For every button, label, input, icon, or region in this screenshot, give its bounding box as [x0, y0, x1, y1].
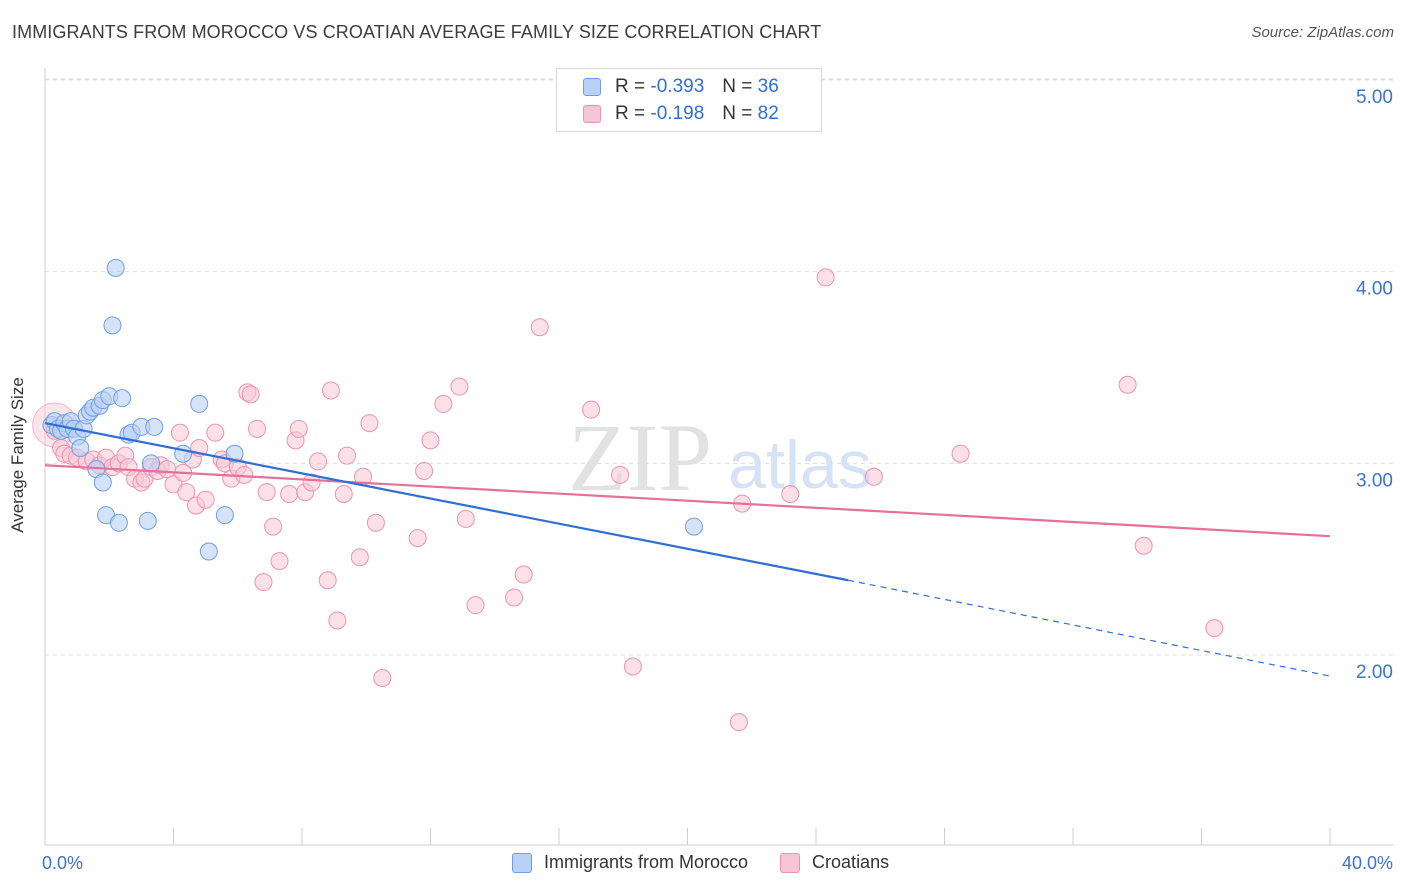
data-point-croatians — [421, 431, 440, 450]
data-point-croatians — [729, 713, 748, 732]
data-point-morocco — [145, 417, 164, 436]
data-point-croatians — [280, 485, 299, 503]
trend-lines — [44, 422, 1331, 677]
x-tick-label-max: 40.0% — [1342, 853, 1393, 873]
y-tick-label: 3.00 — [1356, 470, 1393, 491]
n-label: N = — [722, 76, 753, 97]
data-point-morocco — [225, 444, 244, 463]
data-point-morocco — [190, 394, 209, 413]
data-point-croatians — [530, 318, 549, 337]
r-value: -0.393 — [650, 76, 705, 97]
data-point-croatians — [318, 571, 337, 590]
data-point-croatians — [158, 460, 177, 479]
x-tick-label-min: 0.0% — [42, 853, 83, 873]
data-point-croatians — [456, 509, 475, 528]
data-point-croatians — [337, 446, 356, 465]
data-point-morocco — [174, 444, 193, 463]
data-point-croatians — [408, 529, 427, 548]
data-point-morocco — [109, 513, 128, 532]
data-point-croatians — [415, 462, 434, 480]
data-point-croatians — [321, 381, 340, 400]
data-point-croatians — [334, 485, 353, 503]
y-tick-label: 5.00 — [1356, 87, 1393, 108]
data-point-croatians — [170, 423, 189, 442]
data-point-morocco — [113, 389, 132, 408]
source-label: Source: ZipAtlas.com — [1251, 24, 1394, 41]
data-point-croatians — [816, 268, 835, 287]
y-tick-label: 2.00 — [1356, 662, 1393, 683]
data-point-croatians — [360, 414, 379, 433]
data-point-croatians — [1134, 536, 1153, 555]
data-point-croatians — [248, 419, 267, 438]
legend-label-morocco: Immigrants from Morocco — [544, 852, 749, 872]
data-point-croatians — [1205, 619, 1224, 638]
data-point-morocco — [103, 316, 122, 335]
series-legend: Immigrants from Morocco Croatians — [512, 852, 921, 873]
r-label: R = — [615, 76, 646, 97]
trend-line-croatians — [44, 464, 1331, 538]
grid-lines — [45, 78, 1393, 656]
data-point-croatians — [350, 548, 369, 567]
data-point-morocco — [684, 517, 703, 536]
legend-label-croatians: Croatians — [812, 852, 890, 872]
data-point-croatians — [206, 423, 225, 442]
data-point-croatians — [328, 611, 347, 630]
trend-line-morocco — [44, 422, 849, 582]
data-point-morocco — [93, 473, 112, 492]
data-point-croatians — [450, 377, 469, 396]
r-value: -0.198 — [650, 103, 705, 124]
data-point-croatians — [505, 588, 524, 607]
data-point-morocco — [138, 511, 157, 530]
data-point-croatians — [309, 452, 328, 471]
data-point-croatians — [177, 483, 196, 502]
data-point-croatians — [582, 400, 601, 419]
data-point-croatians — [623, 657, 642, 676]
legend-swatch-pink — [583, 105, 601, 123]
data-point-croatians — [466, 596, 485, 615]
r-label: R = — [615, 103, 646, 124]
legend-item-croatians[interactable]: Croatians — [780, 852, 889, 873]
legend-swatch-blue — [512, 852, 532, 873]
watermark-zip: ZIP — [568, 404, 712, 511]
n-value: 36 — [757, 76, 779, 97]
data-point-morocco — [142, 454, 161, 473]
axes — [44, 68, 1393, 846]
legend-item-morocco[interactable]: Immigrants from Morocco — [512, 852, 748, 873]
legend-row-morocco: R = -0.393 N = 36 — [583, 75, 779, 99]
trend-line-morocco-extrapolated — [848, 579, 1331, 677]
data-point-croatians — [366, 513, 385, 532]
data-point-croatians — [270, 552, 289, 571]
data-point-croatians — [951, 444, 970, 463]
n-label: N = — [722, 103, 753, 124]
watermark-atlas: atlas — [728, 427, 872, 503]
data-point-croatians — [1118, 375, 1137, 394]
data-point-croatians — [241, 385, 260, 404]
data-point-croatians — [254, 573, 273, 592]
data-point-croatians — [289, 419, 308, 438]
data-point-morocco — [199, 542, 218, 561]
data-point-croatians — [434, 394, 453, 413]
data-point-morocco — [106, 258, 125, 277]
data-point-croatians — [302, 473, 321, 492]
data-point-croatians — [373, 669, 392, 687]
data-point-morocco — [215, 506, 234, 525]
legend-swatch-pink — [780, 852, 801, 873]
data-point-morocco — [71, 439, 90, 457]
data-point-croatians — [264, 517, 283, 536]
n-value: 82 — [757, 103, 779, 124]
legend-row-croatians: R = -0.198 N = 82 — [583, 102, 779, 126]
correlation-legend: R = -0.393 N = 36 R = -0.198 N = 82 — [556, 68, 822, 132]
data-point-croatians — [611, 465, 630, 484]
tick-labels: 2.00 3.00 4.00 5.00 0.0% 40.0% — [42, 87, 1393, 873]
data-point-croatians — [864, 467, 883, 486]
y-tick-label: 4.00 — [1356, 279, 1393, 300]
data-point-croatians — [257, 483, 276, 502]
data-point-croatians — [514, 565, 533, 584]
legend-swatch-blue — [583, 78, 601, 96]
data-point-croatians — [196, 490, 215, 509]
data-point-croatians — [781, 485, 800, 503]
chart-title: IMMIGRANTS FROM MOROCCO VS CROATIAN AVER… — [12, 22, 822, 42]
